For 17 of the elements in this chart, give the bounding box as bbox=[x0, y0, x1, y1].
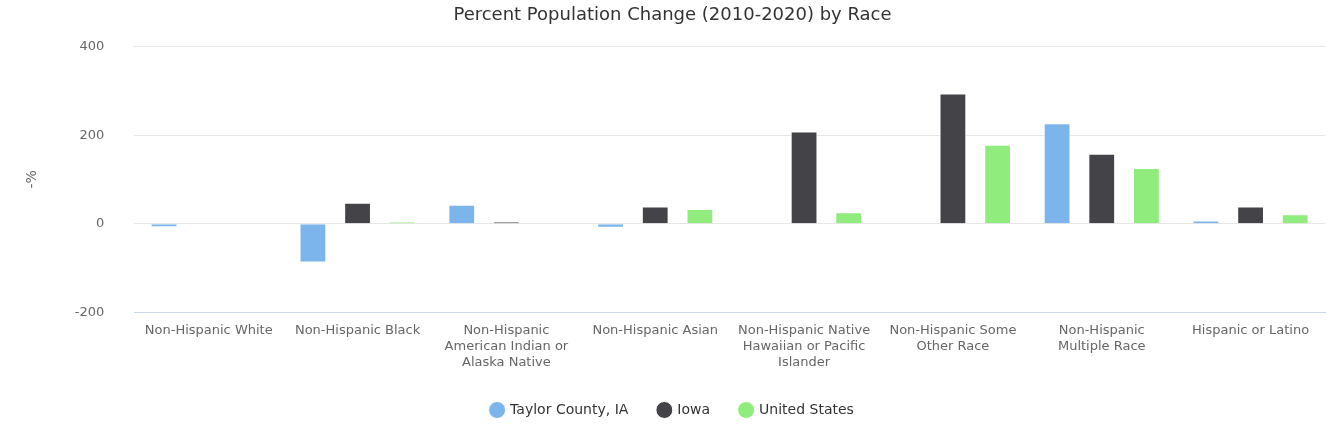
x-tick-label: Non-Hispanic White bbox=[144, 322, 273, 338]
chart-title: Percent Population Change (2010-2020) by Race bbox=[453, 3, 892, 25]
y-tick-label: 0 bbox=[96, 215, 105, 231]
x-tick-label: Non-Hispanic Some Other Race bbox=[889, 322, 1017, 353]
x-tick-label: Hispanic or Latino bbox=[1192, 322, 1310, 338]
x-tick-label: Non-Hispanic Multiple Race bbox=[1057, 322, 1146, 353]
y-tick-label: 400 bbox=[79, 37, 105, 53]
y-tick-label: 200 bbox=[79, 126, 105, 142]
legend-label: Iowa bbox=[677, 400, 711, 417]
x-tick-label: Non-Hispanic Asian bbox=[592, 322, 719, 338]
legend-label: United States bbox=[759, 400, 854, 417]
x-tick-label: Non-Hispanic American Indian or Alaska Native bbox=[444, 322, 569, 369]
y-tick-label: -200 bbox=[74, 303, 105, 319]
legend-label: Taylor County, IA bbox=[509, 400, 629, 417]
x-tick-label: Non-Hispanic Native Hawaiian or Pacific Islander bbox=[737, 322, 871, 369]
x-tick-label: Non-Hispanic Black bbox=[294, 322, 421, 338]
y-axis-title: -% bbox=[23, 170, 40, 189]
